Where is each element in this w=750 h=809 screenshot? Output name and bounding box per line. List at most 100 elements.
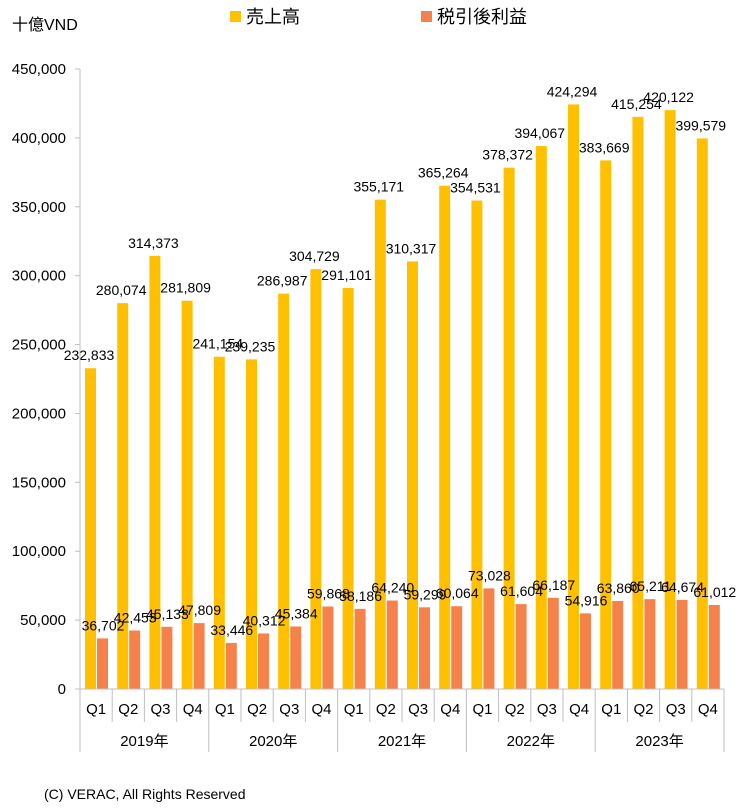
y-tick-label: 50,000 — [20, 612, 66, 629]
revenue-bar — [278, 293, 290, 689]
revenue-bar — [600, 160, 612, 689]
profit-value-label: 61,604 — [500, 583, 543, 599]
x-quarter-label: Q3 — [666, 701, 686, 718]
profit-value-label: 64,240 — [371, 579, 414, 595]
y-tick-label: 250,000 — [12, 337, 66, 354]
profit-value-label: 40,312 — [243, 612, 286, 628]
x-quarter-label: Q4 — [311, 701, 331, 718]
legend-swatch — [421, 11, 432, 22]
profit-bar — [193, 623, 205, 689]
revenue-bar — [664, 110, 676, 690]
profit-value-label: 65,211 — [630, 578, 672, 594]
revenue-bar — [632, 116, 644, 690]
revenue-value-label: 304,729 — [289, 248, 340, 264]
revenue-value-label: 415,254 — [611, 96, 662, 112]
y-tick-label: 150,000 — [12, 474, 66, 491]
profit-bar — [419, 607, 430, 689]
profit-value-label: 47,809 — [178, 602, 221, 618]
legend: 売上高 税引後利益 — [230, 7, 527, 27]
revenue-bar — [310, 269, 322, 689]
revenue-value-label: 286,987 — [257, 273, 308, 289]
profit-bar — [708, 604, 720, 689]
profit-bar — [612, 601, 624, 689]
profit-value-label: 45,384 — [275, 605, 318, 621]
profit-value-label: 54,916 — [565, 592, 608, 608]
y-tick-label: 200,000 — [12, 405, 66, 422]
x-quarter-label: Q2 — [118, 701, 138, 718]
revenue-bar — [342, 287, 354, 689]
x-quarter-label: Q1 — [472, 701, 492, 718]
revenue-value-label: 365,264 — [418, 165, 469, 181]
profit-value-label: 60,064 — [436, 585, 479, 601]
revenue-value-label: 310,317 — [386, 240, 437, 256]
legend-label: 税引後利益 — [437, 7, 527, 27]
revenue-bar — [407, 261, 418, 689]
revenue-value-label: 314,373 — [128, 235, 179, 251]
x-quarter-label: Q2 — [633, 701, 653, 718]
legend-label: 売上高 — [246, 7, 300, 27]
x-axis: Q1 Q2 Q3 Q4 Q1 Q2 Q3 Q4 Q1 Q2 Q3 Q4 Q1 Q2 Q3 Q4 Q1 Q2 Q3 Q4… — [79, 69, 725, 752]
profit-bar — [258, 633, 269, 689]
revenue-bar — [696, 138, 708, 689]
x-quarter-label: Q1 — [601, 701, 621, 718]
profit-value-label: 63,860 — [597, 580, 640, 596]
legend-swatch — [230, 11, 241, 22]
profit-bar — [451, 606, 463, 689]
profit-bar — [483, 588, 495, 689]
profit-value-label: 33,446 — [210, 622, 253, 638]
x-year-label: 2021年 — [378, 733, 426, 750]
y-axis-ticks: 0 50,000 100,000 150,000 200,000 250,000 300,0… — [12, 61, 80, 698]
revenue-value-label: 424,294 — [547, 83, 598, 99]
revenue-value-label: 355,171 — [353, 179, 404, 195]
revenue-value-label: 420,122 — [643, 89, 694, 105]
profit-bar — [547, 597, 559, 689]
profit-value-label: 64,674 — [661, 579, 704, 595]
y-tick-label: 100,000 — [12, 543, 66, 560]
x-quarter-label: Q4 — [440, 701, 460, 718]
y-tick-label: 400,000 — [12, 130, 66, 147]
revenue-value-label: 291,101 — [321, 267, 372, 283]
bar-value-labels: 232,833 280,074 314,373 281,809 241,154239,2… — [64, 83, 737, 638]
profit-bar — [515, 604, 527, 689]
y-tick-label: 300,000 — [12, 268, 66, 285]
revenue-value-label: 281,809 — [160, 280, 211, 296]
x-quarter-label: Q2 — [505, 701, 525, 718]
revenue-bar — [374, 199, 386, 689]
profit-bar — [290, 626, 302, 689]
revenue-value-label: 241,154 — [192, 336, 243, 352]
profit-bar — [386, 600, 398, 689]
profit-value-label: 66,187 — [532, 577, 575, 593]
profit-value-label: 58,186 — [339, 588, 382, 604]
x-quarter-label: Q3 — [150, 701, 170, 718]
profit-bar — [225, 642, 237, 689]
profit-bar — [676, 599, 688, 689]
revenue-value-label: 280,074 — [96, 282, 147, 298]
x-quarter-label: Q4 — [183, 701, 203, 718]
y-tick-label: 350,000 — [12, 199, 66, 216]
revenue-bar — [181, 300, 193, 689]
x-year-label: 2023年 — [635, 733, 683, 750]
profit-bar — [580, 613, 591, 689]
y-unit-label: 十億VND — [12, 16, 78, 34]
x-quarter-label: Q3 — [279, 701, 299, 718]
profit-bar — [644, 599, 656, 689]
profit-bar — [161, 626, 173, 689]
revenue-bar — [149, 255, 161, 689]
x-quarter-label: Q1 — [344, 701, 364, 718]
x-quarter-label: Q4 — [569, 701, 589, 718]
x-year-label: 2019年 — [120, 733, 168, 750]
revenue-value-label: 378,372 — [482, 147, 533, 163]
x-quarter-label: Q3 — [537, 701, 557, 718]
revenue-bar — [535, 146, 547, 690]
bars — [85, 104, 720, 690]
revenue-value-label: 399,579 — [675, 117, 726, 133]
x-quarter-label: Q4 — [698, 701, 718, 718]
revenue-value-label: 354,531 — [450, 180, 501, 196]
profit-value-label: 59,868 — [307, 586, 350, 602]
x-quarter-label: Q2 — [376, 701, 396, 718]
profit-bar — [129, 630, 141, 689]
profit-bar — [97, 638, 108, 689]
revenue-value-label: 232,833 — [64, 347, 115, 363]
revenue-value-label: 383,669 — [579, 139, 630, 155]
profit-value-label: 42,453 — [114, 610, 157, 626]
